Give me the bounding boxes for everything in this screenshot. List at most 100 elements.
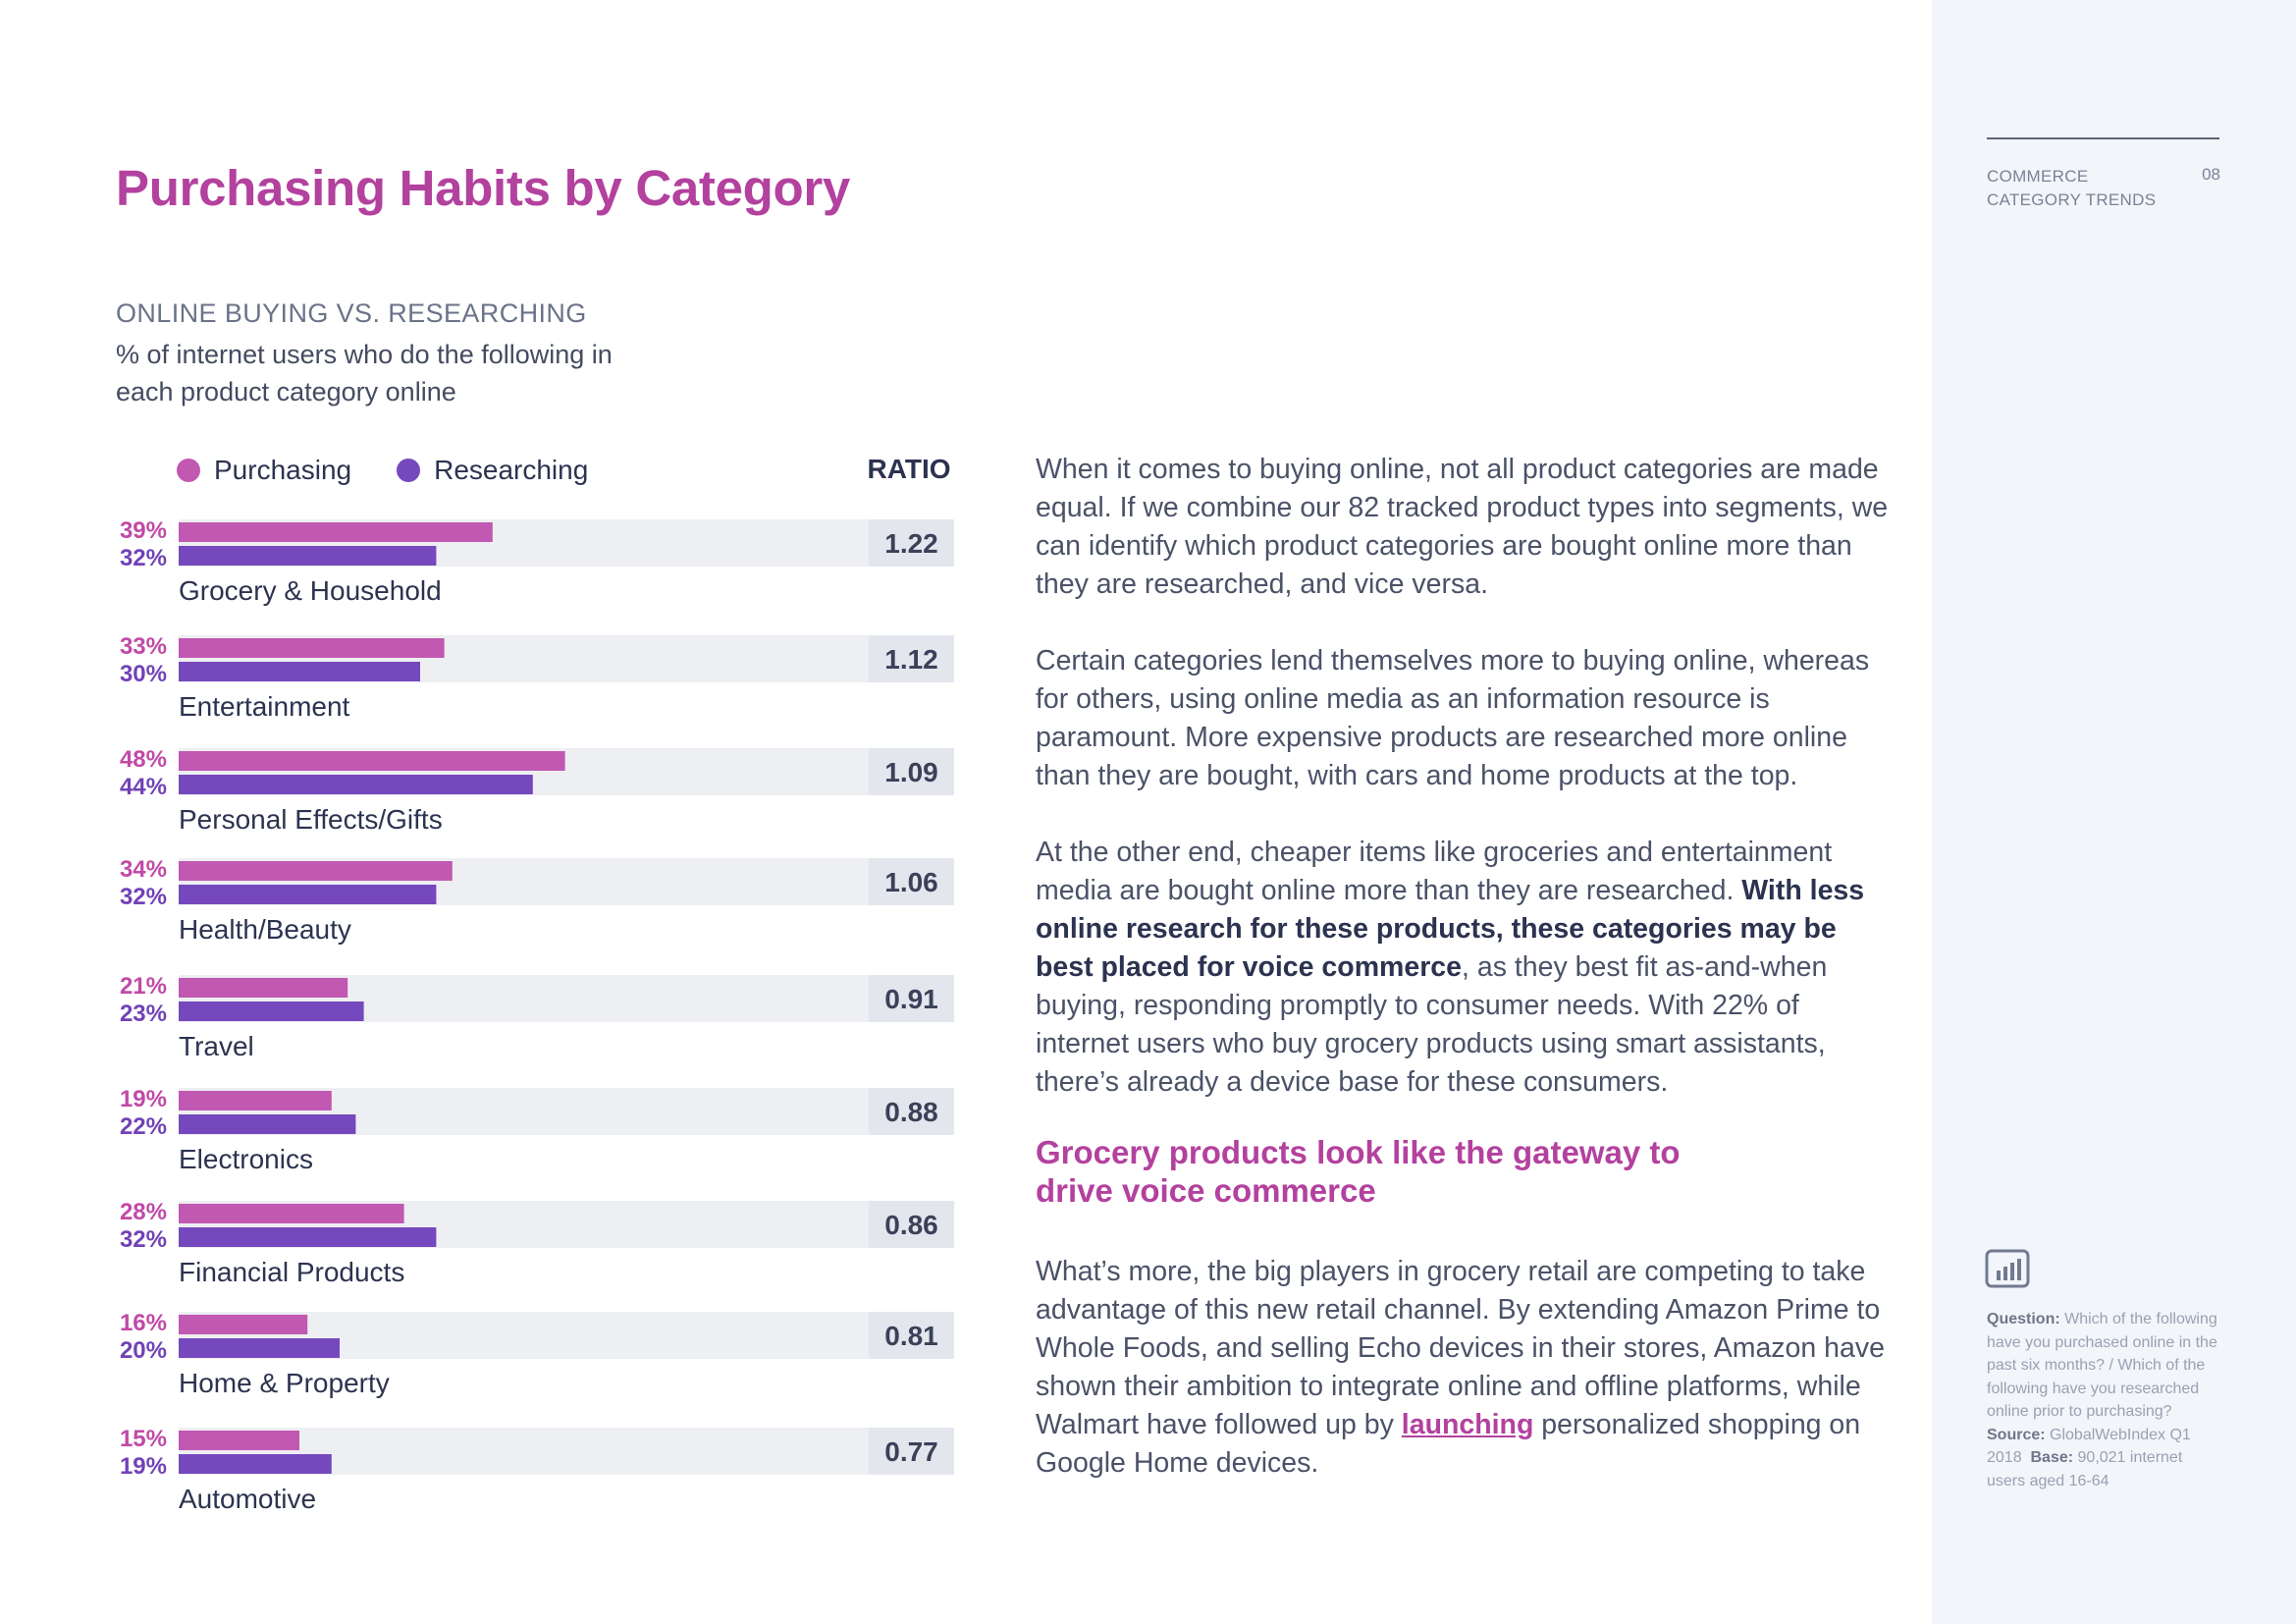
purchasing-bar: [179, 978, 348, 998]
ratio-box: [869, 1428, 954, 1475]
purchasing-bar: [179, 1315, 308, 1334]
ratio-box: [869, 858, 954, 905]
ratio-value: 0.77: [884, 1436, 938, 1467]
ratio-value: 0.91: [884, 984, 938, 1014]
page-title: Purchasing Habits by Category: [116, 160, 850, 216]
category-label: Entertainment: [179, 691, 350, 722]
researching-bar: [179, 1001, 364, 1021]
category-label: Travel: [179, 1031, 254, 1061]
paragraph-3-start: At the other end, cheaper items like gro…: [1036, 837, 1833, 906]
researching-bar: [179, 885, 437, 904]
ratio-header: RATIO: [867, 454, 951, 484]
paragraph-4-end: personalized shopping on Google Home dev…: [1036, 1409, 1861, 1479]
ratio-value: 0.86: [884, 1210, 938, 1240]
ratio-value: 1.12: [884, 644, 938, 675]
ratio-box: [869, 519, 954, 567]
researching-bar: [179, 662, 420, 681]
category-label: Electronics: [179, 1144, 313, 1174]
researching-value-label: 44%: [120, 774, 167, 800]
page-number: 08: [2202, 165, 2220, 184]
purchasing-value-label: 48%: [120, 746, 167, 773]
source-text: GlobalWebIndex Q1 2018: [1987, 1426, 2191, 1467]
researching-value-label: 32%: [120, 1226, 167, 1253]
article-subheading: Grocery products look like the gateway t…: [1036, 1134, 1681, 1209]
ratio-value: 0.88: [884, 1097, 938, 1127]
paragraph-4-start: What’s more, the big players in grocery …: [1036, 1256, 1885, 1440]
sidebar-rule: [1987, 137, 2219, 139]
sidebar-section-label: COMMERCE CATEGORY TRENDS: [1987, 165, 2156, 212]
purchasing-value-label: 16%: [120, 1310, 167, 1336]
base-text: 90,021 internet users aged 16-64: [1987, 1449, 2183, 1489]
purchasing-bar: [179, 861, 453, 881]
launching-link[interactable]: launching: [1401, 1409, 1534, 1440]
ratio-box: [869, 748, 954, 795]
chart-description: % of internet users who do the following…: [116, 340, 613, 406]
article-body: When it comes to buying online, not all …: [1036, 451, 1899, 1140]
sidebar-panel: [1932, 0, 2296, 1624]
purchasing-value-label: 19%: [120, 1086, 167, 1112]
chart-legend: Purchasing Researching: [177, 452, 633, 489]
purchasing-value-label: 28%: [120, 1199, 167, 1225]
ratio-value: 1.09: [884, 757, 938, 787]
ratio-box: [869, 1088, 954, 1135]
purchasing-value-label: 33%: [120, 633, 167, 660]
researching-bar: [179, 1227, 437, 1247]
purchasing-bar: [179, 1204, 404, 1223]
researching-value-label: 23%: [120, 1001, 167, 1027]
purchasing-bar: [179, 638, 445, 658]
paragraph-3-end: , as they best fit as-and-when buying, r…: [1036, 951, 1828, 1098]
section-line-1: COMMERCE: [1987, 167, 2089, 186]
purchasing-swatch: [177, 459, 200, 482]
legend-purchasing: Purchasing: [177, 455, 351, 486]
purchasing-value-label: 15%: [120, 1426, 167, 1452]
paragraph-4: What’s more, the big players in grocery …: [1036, 1253, 1899, 1483]
researching-value-label: 20%: [120, 1337, 167, 1364]
chart-subtitle: ONLINE BUYING VS. RESEARCHING: [116, 298, 587, 328]
section-line-2: CATEGORY TRENDS: [1987, 190, 2157, 209]
source-label: Source:: [1987, 1426, 2046, 1443]
question-label: Question:: [1987, 1311, 2060, 1327]
researching-value-label: 22%: [120, 1113, 167, 1140]
purchasing-bar: [179, 522, 493, 542]
paragraph-3-highlight: With less online research for these prod…: [1036, 875, 1865, 983]
purchasing-value-label: 39%: [120, 517, 167, 544]
ratio-box: [869, 1312, 954, 1359]
base-label: Base:: [2030, 1449, 2074, 1466]
paragraph-2: Certain categories lend themselves more …: [1036, 645, 1870, 791]
category-label: Personal Effects/Gifts: [179, 804, 443, 835]
researching-swatch: [397, 459, 421, 482]
category-label: Home & Property: [179, 1368, 390, 1398]
researching-bar: [179, 1338, 340, 1358]
researching-bar: [179, 775, 533, 794]
legend-researching: Researching: [397, 455, 588, 486]
purchasing-value-label: 21%: [120, 973, 167, 1000]
legend-researching-label: Researching: [434, 455, 589, 485]
paragraph-1: When it comes to buying online, not all …: [1036, 454, 1889, 600]
purchasing-bar: [179, 1431, 299, 1450]
paragraph-3: At the other end, cheaper items like gro…: [1036, 834, 1899, 1102]
source-note: Question: Which of the following have yo…: [1987, 1308, 2222, 1492]
ratio-value: 0.81: [884, 1321, 938, 1351]
ratio-box: [869, 975, 954, 1022]
category-label: Automotive: [179, 1484, 316, 1514]
bar-chart-icon: [1985, 1249, 2030, 1288]
category-label: Financial Products: [179, 1257, 404, 1287]
researching-bar: [179, 546, 437, 566]
researching-value-label: 32%: [120, 884, 167, 910]
ratio-value: 1.06: [884, 867, 938, 897]
researching-value-label: 30%: [120, 661, 167, 687]
category-label: Grocery & Household: [179, 575, 442, 606]
article-body-2: What’s more, the big players in grocery …: [1036, 1253, 1899, 1483]
ratio-value: 1.22: [884, 528, 938, 559]
purchasing-bar: [179, 1091, 332, 1110]
purchasing-value-label: 34%: [120, 856, 167, 883]
legend-purchasing-label: Purchasing: [214, 455, 352, 485]
ratio-box: [869, 635, 954, 682]
ratio-box: [869, 1201, 954, 1248]
researching-value-label: 32%: [120, 545, 167, 571]
purchasing-bar: [179, 751, 565, 771]
question-text: Which of the following have you purchase…: [1987, 1311, 2217, 1420]
researching-value-label: 19%: [120, 1453, 167, 1480]
researching-bar: [179, 1454, 332, 1474]
